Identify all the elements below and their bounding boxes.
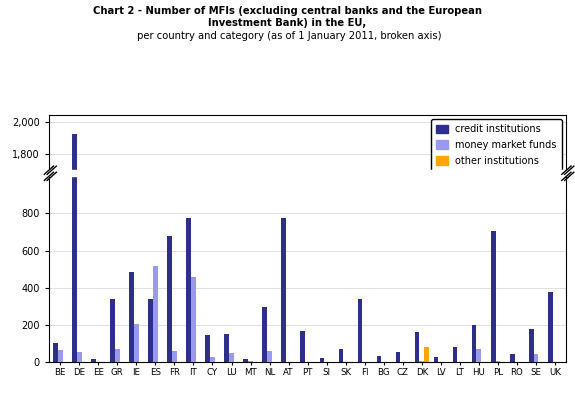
Bar (490, 329, 496, 409)
Bar (148, 387, 153, 409)
Text: Chart 2 - Number of MFIs (excluding central banks and the European: Chart 2 - Number of MFIs (excluding cent… (93, 6, 482, 16)
Bar (282, 317, 286, 409)
Bar (267, 351, 272, 362)
Bar (377, 356, 381, 362)
Bar (191, 277, 196, 362)
Bar (91, 360, 96, 362)
Bar (115, 349, 120, 362)
Bar (548, 381, 553, 409)
Bar (167, 236, 172, 362)
Bar (320, 357, 324, 362)
Bar (529, 330, 534, 362)
Legend: credit institutions, money market funds, other institutions: credit institutions, money market funds,… (431, 119, 562, 171)
Bar (210, 357, 215, 362)
Bar (477, 349, 481, 362)
Bar (224, 335, 229, 362)
Bar (191, 368, 196, 409)
Bar (72, 4, 77, 362)
Bar (358, 387, 362, 409)
Bar (72, 134, 77, 409)
Bar (262, 394, 267, 409)
Bar (534, 354, 538, 362)
Text: per country and category (as of 1 January 2011, broken axis): per country and category (as of 1 Januar… (134, 31, 441, 40)
Bar (490, 231, 496, 362)
Bar (339, 349, 343, 362)
Bar (153, 266, 158, 362)
Bar (110, 299, 115, 362)
Bar (282, 218, 286, 362)
Bar (110, 387, 115, 409)
Bar (134, 324, 139, 362)
Bar (396, 352, 400, 362)
Bar (129, 272, 134, 362)
Bar (186, 218, 191, 362)
Bar (129, 363, 134, 409)
Bar (205, 335, 210, 362)
Bar (424, 347, 429, 362)
Bar (148, 299, 153, 362)
Bar (510, 354, 515, 362)
Bar (186, 317, 191, 409)
Bar (134, 408, 139, 409)
Text: Investment Bank) in the EU,: Investment Bank) in the EU, (208, 18, 367, 28)
Bar (472, 326, 477, 362)
Bar (453, 347, 458, 362)
Bar (153, 359, 158, 409)
Bar (301, 331, 305, 362)
Bar (262, 308, 267, 362)
Bar (434, 357, 438, 362)
Bar (167, 333, 172, 409)
Bar (77, 352, 82, 362)
Bar (358, 299, 362, 362)
Bar (243, 359, 248, 362)
Bar (172, 351, 177, 362)
Bar (58, 350, 63, 362)
Bar (248, 361, 253, 362)
Bar (53, 343, 58, 362)
Bar (415, 332, 419, 362)
Bar (548, 292, 553, 362)
Bar (229, 353, 234, 362)
